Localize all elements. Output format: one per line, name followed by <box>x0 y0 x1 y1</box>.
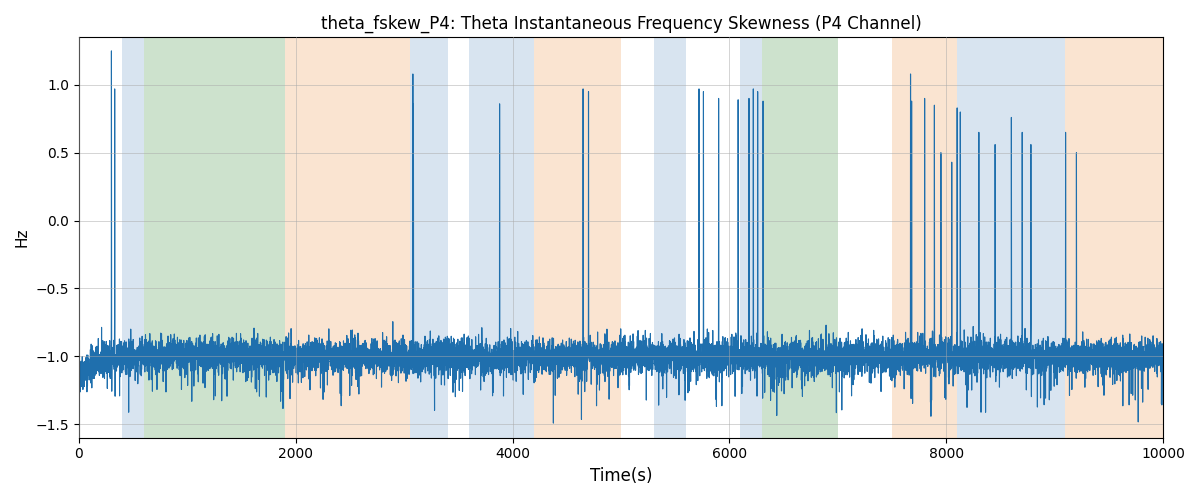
Bar <box>144 38 284 438</box>
Bar <box>284 38 409 438</box>
Bar <box>534 38 620 438</box>
Bar <box>762 38 838 438</box>
X-axis label: Time(s): Time(s) <box>589 467 653 485</box>
Bar <box>892 38 958 438</box>
Bar <box>1066 38 1163 438</box>
Bar <box>409 38 448 438</box>
Bar <box>469 38 534 438</box>
Bar <box>740 38 762 438</box>
Bar <box>122 38 144 438</box>
Y-axis label: Hz: Hz <box>14 228 30 248</box>
Bar <box>958 38 1066 438</box>
Title: theta_fskew_P4: Theta Instantaneous Frequency Skewness (P4 Channel): theta_fskew_P4: Theta Instantaneous Freq… <box>320 15 922 34</box>
Bar <box>654 38 686 438</box>
